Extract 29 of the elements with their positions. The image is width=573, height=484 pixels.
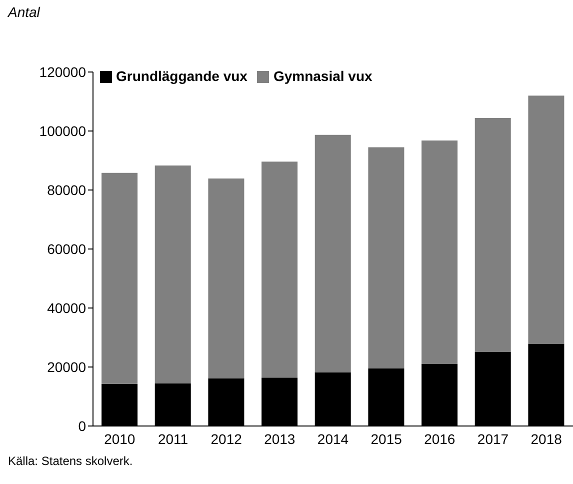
legend-label: Gymnasial vux [273,68,372,84]
bar [368,147,404,368]
x-tick-label: 2018 [530,430,562,447]
bar [208,178,244,378]
bar [422,140,458,364]
legend-label: Grundläggande vux [116,68,248,84]
y-tick-label: 120000 [39,64,86,80]
text: Källa: Statens skolverk. [8,454,133,468]
bar [154,166,191,384]
x-tick-label: 2016 [424,430,456,447]
bar [314,134,351,372]
x-tick-label: 2011 [158,430,188,447]
x-tick-label: 2014 [317,430,349,447]
bar [102,172,138,384]
y-tick-label: 0 [78,418,86,434]
y-tick-label: 60000 [47,240,86,257]
bar [528,96,564,344]
y-tick-label: 80000 [47,182,86,198]
x-tick-label: 2012 [210,430,242,447]
x-tick-label: 2017 [477,430,509,447]
x-tick-label: 2013 [264,430,296,447]
y-tick-label: 20000 [47,358,86,375]
y-tick-label: 40000 [47,300,86,316]
y-axis-title: Antal [8,4,40,20]
bar [474,118,511,352]
x-tick-label: 2010 [104,430,136,447]
y-tick-label: 100000 [39,122,86,139]
bar [262,162,298,378]
x-tick-label: 2015 [370,430,402,447]
